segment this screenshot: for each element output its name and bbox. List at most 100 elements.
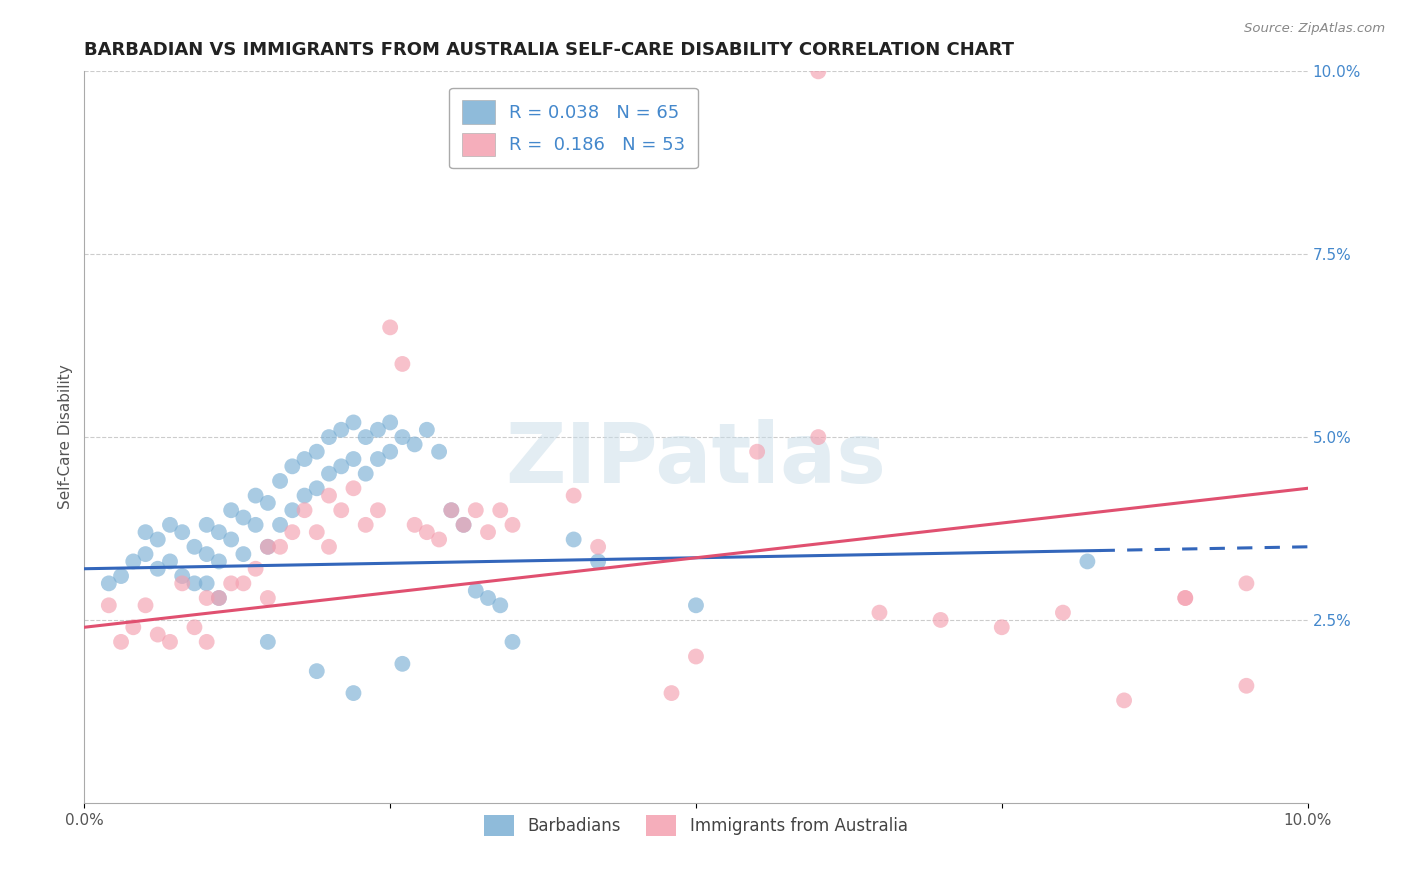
Point	[135, 599, 157, 613]
Text: Source: ZipAtlas.com: Source: ZipAtlas.com	[1244, 22, 1385, 36]
Text: ZIPatlas: ZIPatlas	[506, 418, 886, 500]
Point	[219, 533, 242, 547]
Point	[294, 503, 316, 517]
Point	[502, 635, 524, 649]
Point	[404, 517, 426, 532]
Point	[586, 554, 609, 568]
Point	[232, 576, 254, 591]
Point	[1236, 576, 1258, 591]
Point	[305, 664, 328, 678]
Point	[1174, 591, 1197, 605]
Point	[1236, 679, 1258, 693]
Point	[110, 635, 132, 649]
Point	[489, 599, 512, 613]
Point	[440, 503, 463, 517]
Point	[991, 620, 1014, 634]
Point	[281, 503, 304, 517]
Point	[586, 540, 609, 554]
Point	[562, 489, 585, 503]
Point	[1076, 554, 1098, 568]
Point	[257, 540, 280, 554]
Point	[208, 554, 231, 568]
Point	[367, 503, 389, 517]
Point	[330, 459, 353, 474]
Point	[135, 547, 157, 561]
Point	[257, 540, 280, 554]
Point	[195, 576, 218, 591]
Point	[172, 576, 194, 591]
Point	[929, 613, 952, 627]
Point	[97, 576, 120, 591]
Point	[342, 686, 364, 700]
Point	[318, 467, 340, 481]
Point	[453, 517, 475, 532]
Point	[453, 517, 475, 532]
Point	[195, 635, 218, 649]
Point	[354, 517, 377, 532]
Point	[232, 547, 254, 561]
Point	[195, 517, 218, 532]
Point	[245, 562, 267, 576]
Point	[122, 620, 145, 634]
Point	[380, 320, 402, 334]
Point	[367, 423, 389, 437]
Point	[208, 591, 231, 605]
Point	[416, 423, 439, 437]
Point	[219, 503, 242, 517]
Point	[269, 517, 291, 532]
Point	[208, 591, 231, 605]
Point	[342, 481, 364, 495]
Point	[354, 467, 377, 481]
Point	[477, 591, 499, 605]
Point	[342, 416, 364, 430]
Point	[367, 452, 389, 467]
Point	[318, 540, 340, 554]
Point	[404, 437, 426, 451]
Point	[195, 547, 218, 561]
Point	[807, 64, 830, 78]
Point	[146, 627, 169, 641]
Y-axis label: Self-Care Disability: Self-Care Disability	[58, 365, 73, 509]
Point	[464, 583, 486, 598]
Point	[294, 489, 316, 503]
Point	[219, 576, 242, 591]
Point	[294, 452, 316, 467]
Point	[110, 569, 132, 583]
Point	[172, 569, 194, 583]
Point	[305, 481, 328, 495]
Point	[380, 416, 402, 430]
Point	[747, 444, 769, 458]
Point	[416, 525, 439, 540]
Point	[477, 525, 499, 540]
Point	[257, 591, 280, 605]
Point	[281, 525, 304, 540]
Point	[269, 474, 291, 488]
Point	[183, 620, 205, 634]
Legend: Barbadians, Immigrants from Australia: Barbadians, Immigrants from Australia	[471, 801, 921, 849]
Point	[1174, 591, 1197, 605]
Point	[159, 554, 181, 568]
Point	[257, 496, 280, 510]
Point	[305, 444, 328, 458]
Point	[440, 503, 463, 517]
Point	[269, 540, 291, 554]
Point	[807, 430, 830, 444]
Point	[281, 459, 304, 474]
Point	[245, 517, 267, 532]
Point	[380, 444, 402, 458]
Point	[464, 503, 486, 517]
Point	[1114, 693, 1136, 707]
Point	[183, 576, 205, 591]
Point	[135, 525, 157, 540]
Point	[245, 489, 267, 503]
Point	[685, 599, 707, 613]
Point	[318, 489, 340, 503]
Point	[232, 510, 254, 524]
Point	[305, 525, 328, 540]
Point	[183, 540, 205, 554]
Point	[97, 599, 120, 613]
Point	[330, 423, 353, 437]
Point	[208, 525, 231, 540]
Point	[159, 635, 181, 649]
Point	[427, 533, 450, 547]
